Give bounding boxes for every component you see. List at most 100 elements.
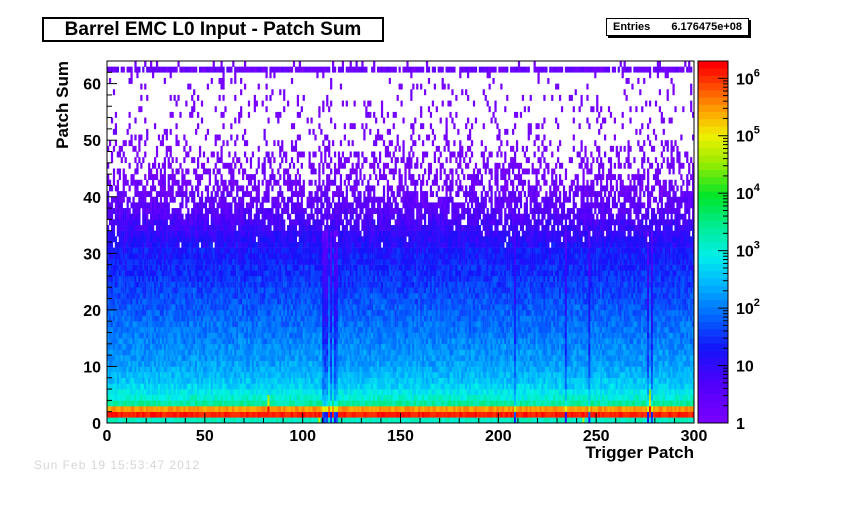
heatmap-cell: [649, 372, 651, 378]
heatmap-cell: [555, 338, 557, 344]
heatmap-cell: [175, 338, 177, 344]
heatmap-cell: [336, 361, 338, 367]
heatmap-cell: [240, 327, 242, 333]
heatmap-cell: [412, 383, 414, 389]
heatmap-cell: [676, 406, 678, 412]
heatmap-cell: [399, 344, 401, 350]
heatmap-cell: [316, 338, 318, 344]
heatmap-cell: [332, 383, 334, 389]
heatmap-cell: [520, 355, 522, 361]
heatmap-cell: [324, 378, 326, 384]
heatmap-cell: [132, 406, 134, 412]
heatmap-cell: [489, 344, 491, 350]
heatmap-cell: [514, 412, 516, 418]
heatmap-cell: [350, 389, 352, 395]
heatmap-cell: [530, 400, 532, 406]
heatmap-cell: [258, 344, 260, 350]
heatmap-cell: [614, 349, 616, 355]
heatmap-cell: [465, 366, 467, 372]
heatmap-cell: [197, 344, 199, 350]
heatmap-cell: [289, 400, 291, 406]
heatmap-cell: [297, 366, 299, 372]
heatmap-cell: [264, 355, 266, 361]
heatmap-cell: [273, 412, 275, 418]
heatmap-cell: [422, 417, 424, 423]
heatmap-cell: [320, 349, 322, 355]
heatmap-cell: [473, 389, 475, 395]
heatmap-cell: [330, 338, 332, 344]
heatmap-cell: [326, 327, 328, 333]
heatmap-cell: [537, 333, 539, 339]
heatmap-cell: [383, 406, 385, 412]
heatmap-cell: [369, 417, 371, 423]
heatmap-cell: [130, 400, 132, 406]
heatmap-cell: [342, 378, 344, 384]
heatmap-cell: [655, 361, 657, 367]
heatmap-cell: [467, 355, 469, 361]
heatmap-cell: [254, 333, 256, 339]
heatmap-cell: [130, 417, 132, 423]
heatmap-cell: [624, 412, 626, 418]
heatmap-cell: [357, 395, 359, 401]
heatmap-cell: [416, 383, 418, 389]
heatmap-cell: [338, 344, 340, 350]
heatmap-cell: [377, 389, 379, 395]
heatmap-cell: [332, 372, 334, 378]
heatmap-cell: [134, 417, 136, 423]
heatmap-cell: [132, 349, 134, 355]
heatmap-cell: [207, 417, 209, 423]
heatmap-cell: [598, 395, 600, 401]
heatmap-cell: [532, 400, 534, 406]
heatmap-cell: [436, 361, 438, 367]
heatmap-cell: [555, 378, 557, 384]
heatmap-cell: [154, 383, 156, 389]
heatmap-cell: [363, 333, 365, 339]
heatmap-cell: [590, 355, 592, 361]
heatmap-cell: [579, 378, 581, 384]
heatmap-cell: [232, 400, 234, 406]
heatmap-cell: [447, 327, 449, 333]
heatmap-cell: [289, 406, 291, 412]
heatmap-cell: [277, 412, 279, 418]
heatmap-cell: [588, 361, 590, 367]
heatmap-cell: [352, 395, 354, 401]
heatmap-cell: [438, 344, 440, 350]
heatmap-cell: [389, 383, 391, 389]
heatmap-cell: [539, 349, 541, 355]
heatmap-cell: [256, 383, 258, 389]
heatmap-cell: [356, 355, 358, 361]
heatmap-cell: [451, 361, 453, 367]
heatmap-cell: [526, 338, 528, 344]
heatmap-cell: [340, 378, 342, 384]
heatmap-cell: [350, 361, 352, 367]
heatmap-cell: [174, 400, 176, 406]
heatmap-cell: [150, 406, 152, 412]
heatmap-cell: [146, 344, 148, 350]
heatmap-cell: [469, 355, 471, 361]
heatmap-cell: [324, 349, 326, 355]
heatmap-cell: [179, 406, 181, 412]
heatmap-cell: [571, 383, 573, 389]
heatmap-cell: [248, 412, 250, 418]
heatmap-cell: [179, 355, 181, 361]
heatmap-cell: [678, 361, 680, 367]
heatmap-cell: [183, 383, 185, 389]
heatmap-cell: [228, 349, 230, 355]
heatmap-cell: [567, 333, 569, 339]
heatmap-cell: [575, 395, 577, 401]
heatmap-cell: [195, 333, 197, 339]
heatmap-cell: [459, 395, 461, 401]
heatmap-cell: [293, 361, 295, 367]
heatmap-cell: [236, 417, 238, 423]
heatmap-cell: [676, 361, 678, 367]
heatmap-cell: [485, 406, 487, 412]
heatmap-cell: [520, 406, 522, 412]
heatmap-cell: [301, 400, 303, 406]
heatmap-cell: [446, 406, 448, 412]
heatmap-cell: [346, 417, 348, 423]
heatmap-cell: [436, 333, 438, 339]
heatmap-cell: [663, 338, 665, 344]
heatmap-cell: [262, 378, 264, 384]
heatmap-cell: [215, 344, 217, 350]
heatmap-cell: [608, 349, 610, 355]
